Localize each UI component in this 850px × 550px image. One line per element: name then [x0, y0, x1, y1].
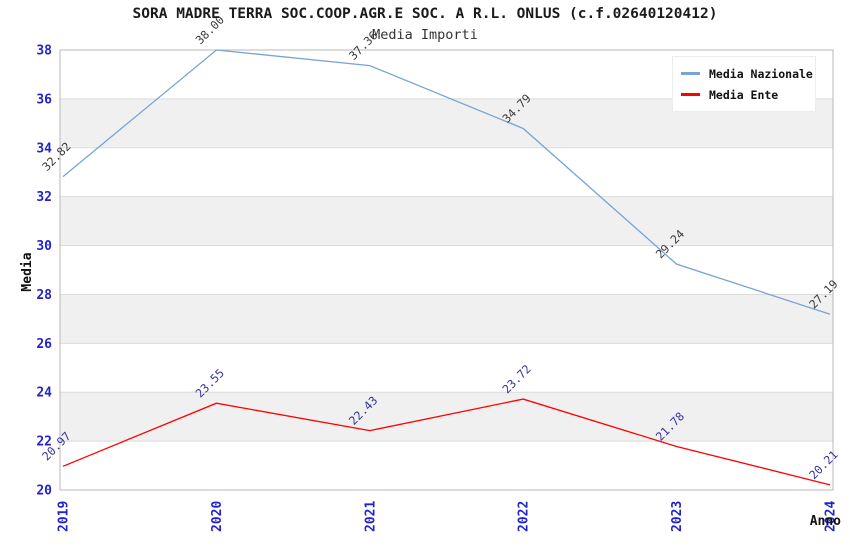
- media-nazionale-line: [62, 49, 831, 315]
- x-tick-label: 2023: [670, 501, 685, 532]
- chart-title: SORA MADRE TERRA SOC.COOP.AGR.E SOC. A R…: [132, 6, 718, 22]
- x-tick-label: 2022: [517, 501, 532, 532]
- y-tick-label: 22: [36, 435, 52, 450]
- legend-label: Media Ente: [709, 87, 779, 102]
- media-ente-point-label: 23.72: [499, 362, 533, 396]
- y-tick-label: 38: [36, 44, 52, 59]
- y-tick-label: 20: [36, 484, 52, 499]
- legend-item-media-ente: Media Ente: [681, 84, 809, 105]
- media-ente-swatch-icon: [681, 93, 700, 96]
- y-tick-label: 30: [36, 239, 52, 254]
- media-ente-line: [62, 398, 831, 486]
- y-axis-title: Media: [20, 252, 35, 291]
- x-tick-label: 2021: [363, 501, 378, 532]
- legend-item-media-nazionale: Media Nazionale: [681, 63, 813, 84]
- y-tick-label: 26: [36, 337, 52, 352]
- grid-band: [60, 196, 833, 246]
- x-tick-label: 2024: [824, 501, 839, 532]
- x-tick-label: 2019: [57, 501, 72, 532]
- x-tick-label: 2020: [210, 501, 225, 532]
- chart-subtitle: Media Importi: [372, 27, 478, 43]
- y-tick-label: 32: [36, 190, 52, 205]
- y-tick-label: 28: [36, 288, 52, 303]
- y-tick-label: 36: [36, 92, 52, 107]
- grid-band: [60, 294, 833, 344]
- y-tick-label: 24: [36, 386, 52, 401]
- x-axis-title: Anno: [810, 514, 841, 529]
- media-ente-point-label: 20.21: [806, 448, 840, 482]
- media-nazionale-swatch-icon: [681, 72, 700, 75]
- y-tick-label: 34: [36, 141, 52, 156]
- legend-label: Media Nazionale: [709, 66, 813, 81]
- legend: Media Nazionale Media Ente: [672, 56, 816, 112]
- grid-band: [60, 392, 833, 442]
- plot-frame: [59, 49, 834, 491]
